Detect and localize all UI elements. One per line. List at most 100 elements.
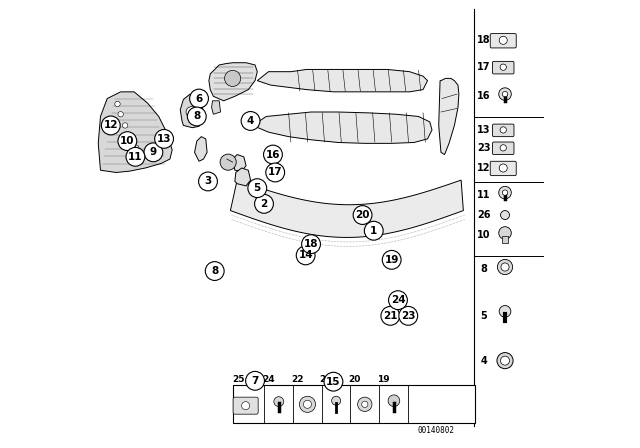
Text: 23: 23 [477,143,490,153]
Text: 7: 7 [252,376,259,386]
Text: 5: 5 [480,311,487,321]
Text: 20: 20 [348,375,361,384]
Circle shape [138,154,143,159]
Circle shape [382,250,401,269]
Circle shape [500,127,506,133]
Circle shape [499,186,511,199]
Circle shape [358,397,372,411]
Circle shape [499,227,511,239]
Text: 24: 24 [262,375,275,384]
Text: 16: 16 [477,91,490,101]
Circle shape [500,356,509,365]
Text: 18: 18 [304,239,318,249]
Circle shape [497,259,513,275]
Text: 11: 11 [477,190,490,200]
Circle shape [255,194,273,213]
Text: 5: 5 [253,183,261,193]
FancyBboxPatch shape [490,34,516,48]
Circle shape [188,107,206,126]
Polygon shape [209,63,257,101]
FancyBboxPatch shape [502,236,508,243]
Text: 16: 16 [266,150,280,159]
Polygon shape [253,112,432,143]
Text: 25: 25 [232,375,244,384]
Text: 10: 10 [120,136,134,146]
Text: 20: 20 [355,210,370,220]
Circle shape [388,395,400,407]
Text: 11: 11 [128,152,143,162]
Polygon shape [439,78,459,155]
Circle shape [118,132,137,151]
Text: 17: 17 [477,62,490,72]
Circle shape [296,246,315,265]
Polygon shape [257,69,428,92]
Circle shape [225,70,241,86]
Circle shape [101,116,120,135]
Text: 4: 4 [247,116,254,126]
Circle shape [399,306,418,325]
Circle shape [266,163,285,182]
Circle shape [362,401,368,408]
Text: 23: 23 [401,311,415,321]
Circle shape [127,134,132,139]
FancyBboxPatch shape [233,397,258,414]
Circle shape [364,221,383,240]
Circle shape [324,372,343,391]
Circle shape [115,101,120,107]
Circle shape [301,235,321,254]
Circle shape [388,291,408,310]
FancyBboxPatch shape [490,161,516,176]
Circle shape [242,402,250,409]
Circle shape [497,353,513,369]
Circle shape [300,396,316,412]
Text: 6: 6 [195,94,203,103]
Circle shape [155,129,173,148]
Circle shape [501,263,509,271]
Circle shape [246,371,264,390]
Text: 1: 1 [370,226,378,236]
Circle shape [500,211,509,220]
Circle shape [332,396,340,405]
Text: 21: 21 [383,311,397,321]
Circle shape [122,123,128,128]
Circle shape [381,306,400,325]
Text: 19: 19 [378,375,390,384]
Circle shape [353,206,372,224]
Polygon shape [212,101,221,114]
Circle shape [189,89,209,108]
Text: 8: 8 [480,264,487,274]
Polygon shape [195,137,207,161]
FancyBboxPatch shape [493,61,514,74]
Text: 13: 13 [477,125,490,135]
Circle shape [499,306,511,317]
Text: 13: 13 [157,134,172,144]
Text: 00140802: 00140802 [418,426,455,435]
Circle shape [264,145,282,164]
Circle shape [499,36,508,44]
Circle shape [126,147,145,166]
Circle shape [198,172,218,191]
Text: 12: 12 [477,163,490,173]
FancyBboxPatch shape [233,385,475,423]
Circle shape [502,190,508,195]
Polygon shape [180,94,204,128]
Circle shape [241,112,260,130]
Circle shape [502,91,508,97]
Text: 19: 19 [385,255,399,265]
Circle shape [205,262,224,280]
Text: 10: 10 [477,230,490,240]
Circle shape [248,179,267,198]
Text: 22: 22 [291,375,303,384]
Polygon shape [99,92,172,172]
Text: 12: 12 [104,121,118,130]
FancyBboxPatch shape [493,142,514,155]
Text: 18: 18 [477,35,490,45]
Text: 9: 9 [150,147,157,157]
Circle shape [144,143,163,162]
Circle shape [303,401,312,409]
Text: 8: 8 [193,112,200,121]
Polygon shape [233,155,246,171]
Text: 21: 21 [319,375,332,384]
Circle shape [500,145,506,151]
Text: 17: 17 [268,168,282,177]
